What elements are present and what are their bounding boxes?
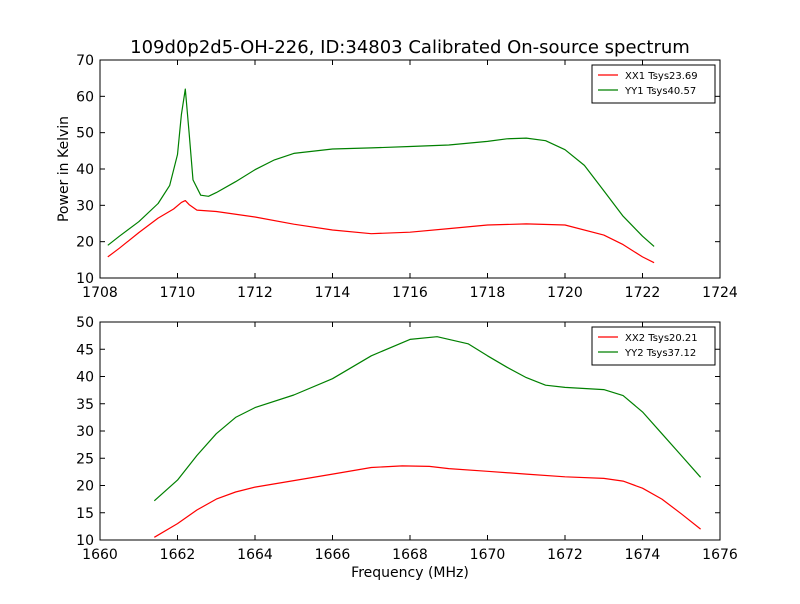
top-legend-box: [591, 64, 716, 104]
top-ytick-label: 10: [76, 271, 94, 287]
bottom-ytick-label: 50: [76, 315, 94, 331]
bottom-xlabel: Frequency (MHz): [351, 565, 469, 581]
bottom-ytick-label: 35: [76, 397, 94, 413]
bottom-xtick-label: 1670: [470, 547, 506, 563]
bottom-axes-frame: [99, 321, 721, 541]
top-ytick-label: 40: [76, 162, 94, 178]
bottom-xtick-label: 1674: [625, 547, 661, 563]
top-series-yy1-line: [107, 88, 655, 247]
bottom-xtick-label: 1662: [160, 547, 196, 563]
bottom-xtick-label: 1672: [547, 547, 583, 563]
top-legend-label: YY1 Tsys40.57: [624, 86, 696, 97]
bottom-ytick-label: 15: [76, 506, 94, 522]
bottom-panel: 1660 1662 1664 1666 1668 1670 1672 1674 1676 10 15…: [76, 315, 738, 563]
top-ytick-label: 50: [76, 126, 94, 142]
bottom-ytick-label: 45: [76, 342, 94, 358]
bottom-legend-label: XX2 Tsys20.21: [625, 333, 698, 344]
top-legend-label: XX1 Tsys23.69: [625, 71, 698, 82]
top-xtick-label: 1712: [237, 285, 273, 301]
bottom-legend-label: YY2 Tsys37.12: [624, 348, 696, 359]
top-xtick-label: 1710: [160, 285, 196, 301]
chart-title: 109d0p2d5-OH-226, ID:34803 Calibrated On…: [130, 37, 690, 58]
bottom-series-xx2-line: [153, 465, 701, 538]
top-xtick-label: 1716: [392, 285, 428, 301]
top-legend: XX1 Tsys23.69 YY1 Tsys40.57: [591, 64, 716, 104]
top-xtick-label: 1722: [625, 285, 661, 301]
bottom-xtick-label: 1664: [237, 547, 273, 563]
bottom-legend: XX2 Tsys20.21 YY2 Tsys37.12: [591, 326, 716, 366]
bottom-xtick-label: 1668: [392, 547, 428, 563]
bottom-series-yy2-line: [153, 336, 702, 502]
top-xtick-label: 1718: [470, 285, 506, 301]
bottom-ytick-label: 30: [76, 424, 94, 440]
top-ylabel: Power in Kelvin: [56, 116, 72, 222]
top-panel: 1708 1710 1712 1714 1716 1718 1720 1722 1724 10 20…: [76, 53, 738, 301]
top-xtick-label: 1724: [702, 285, 738, 301]
top-xtick-label: 1714: [315, 285, 351, 301]
bottom-ytick-label: 25: [76, 451, 94, 467]
top-xtick-label: 1720: [547, 285, 583, 301]
top-ytick-label: 70: [76, 53, 94, 69]
bottom-xtick-label: 1666: [315, 547, 351, 563]
top-series-xx1-line: [107, 200, 655, 264]
bottom-ytick-label: 20: [76, 479, 94, 495]
bottom-xtick-label: 1676: [702, 547, 738, 563]
bottom-legend-box: [591, 326, 716, 366]
bottom-ytick-label: 40: [76, 370, 94, 386]
top-xtick-label: 1708: [82, 285, 118, 301]
top-axes-frame: [99, 59, 721, 279]
top-ytick-label: 30: [76, 198, 94, 214]
bottom-xtick-label: 1660: [82, 547, 118, 563]
bottom-ytick-label: 10: [76, 533, 94, 549]
top-ytick-label: 60: [76, 89, 94, 105]
top-ytick-label: 20: [76, 235, 94, 251]
